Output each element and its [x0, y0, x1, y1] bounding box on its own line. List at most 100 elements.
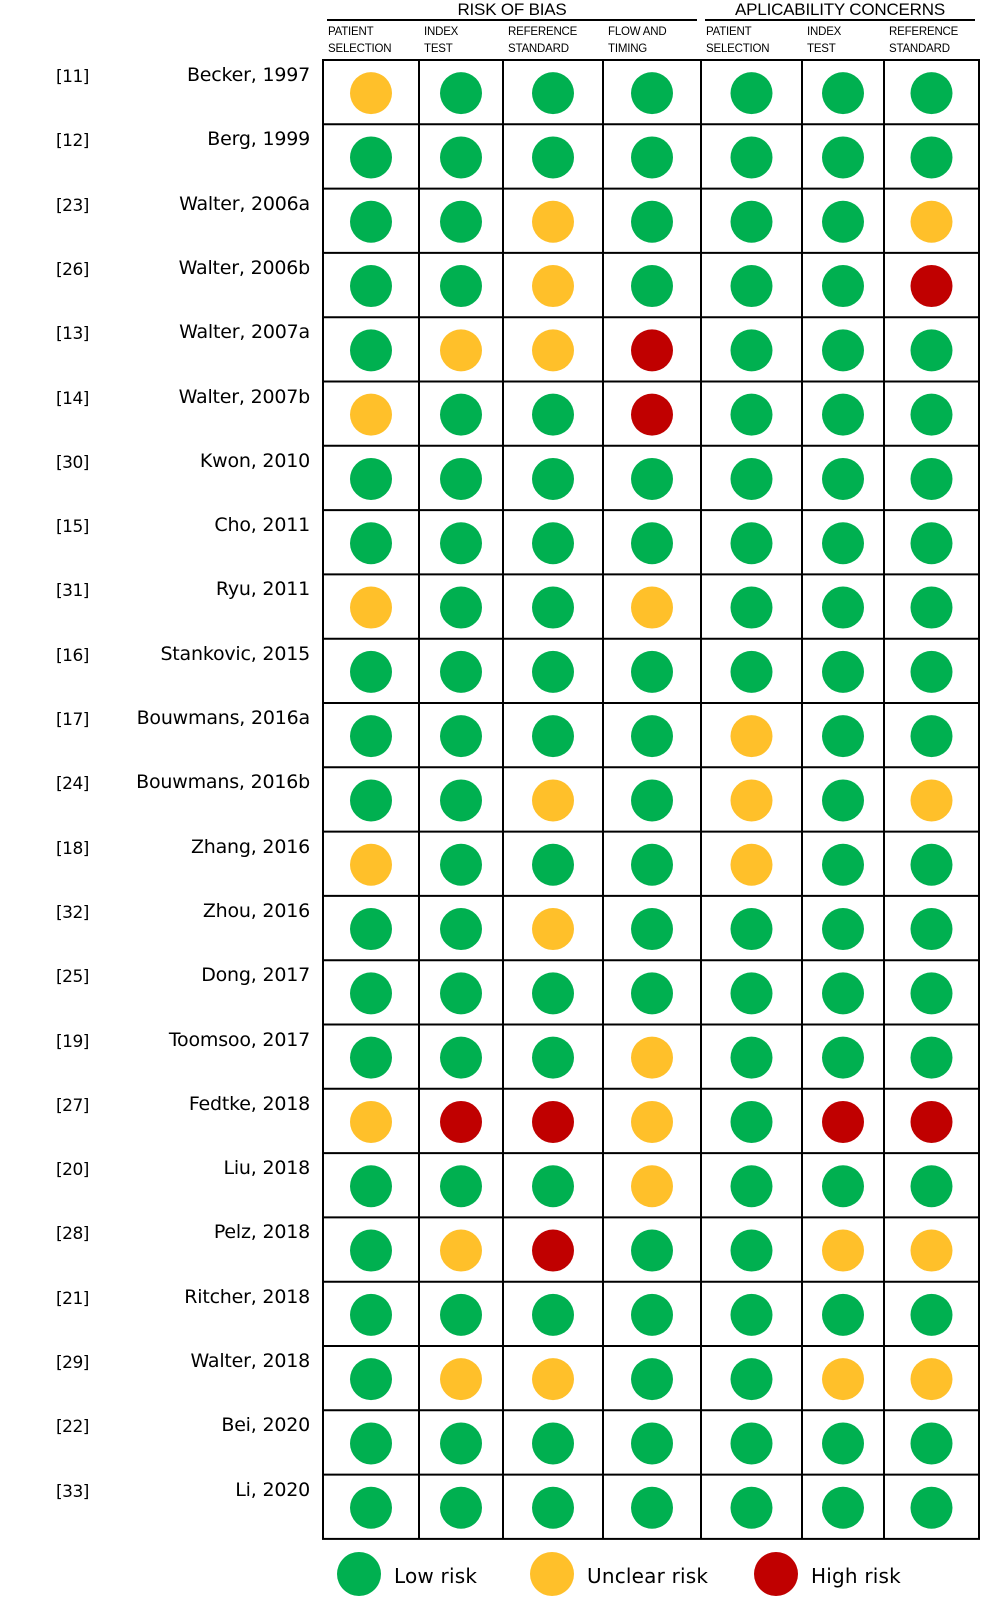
study-reference: [14]: [56, 388, 89, 409]
rating-dot-low: [350, 908, 392, 951]
rating-dot-low: [631, 522, 673, 565]
rating-dot-low: [822, 522, 864, 565]
study-reference: [12]: [56, 131, 89, 152]
rating-dot-low: [730, 1486, 773, 1529]
rating-dot-low: [730, 200, 773, 243]
rating-dot-low: [350, 715, 392, 758]
rating-dot-unclear: [350, 843, 392, 886]
rating-dot-low: [910, 715, 953, 758]
column-header-line2: TEST: [807, 43, 836, 55]
rating-dot-high: [532, 1100, 574, 1143]
rating-dot-low: [631, 843, 673, 886]
rating-dot-unclear: [440, 1358, 482, 1401]
rating-dot-low: [440, 265, 482, 308]
rating-dot-unclear: [910, 1358, 953, 1401]
rating-dot-low: [822, 72, 864, 115]
rating-dot-low: [631, 972, 673, 1015]
study-name: Walter, 2006b: [178, 256, 311, 279]
study-reference: [27]: [56, 1095, 89, 1116]
study-name: Walter, 2006a: [179, 192, 310, 215]
rating-dot-low: [730, 1229, 773, 1272]
rating-dot-low: [822, 843, 864, 886]
rating-dot-low: [532, 393, 574, 436]
rating-dot-low: [440, 972, 482, 1015]
column-header-line1: REFERENCE: [508, 26, 578, 38]
rating-dot-low: [532, 1165, 574, 1208]
group-title-1: APLICABILITY CONCERNS: [735, 0, 945, 19]
rating-dot-low: [730, 457, 773, 500]
rating-dot-low: [822, 136, 864, 179]
rating-dot-low: [350, 200, 392, 243]
rating-dot-low: [822, 650, 864, 693]
study-name: Ryu, 2011: [215, 578, 310, 601]
rating-dot-unclear: [631, 1036, 673, 1079]
column-header-line1: FLOW AND: [608, 26, 667, 38]
rating-dot-low: [631, 1422, 673, 1465]
rating-dot-high: [631, 329, 673, 372]
rating-dot-low: [440, 586, 482, 629]
rating-dot-unclear: [631, 1165, 673, 1208]
study-reference: [19]: [56, 1031, 89, 1052]
rating-dot-low: [631, 457, 673, 500]
group-underline-0: [327, 19, 697, 21]
study-reference: [31]: [56, 581, 89, 602]
legend-dot-unclear: [530, 1552, 574, 1596]
rating-dot-low: [822, 1293, 864, 1336]
rating-dot-unclear: [631, 1100, 673, 1143]
rating-dot-low: [730, 1100, 773, 1143]
study-name: Walter, 2018: [190, 1350, 311, 1372]
study-reference: [21]: [56, 1288, 89, 1309]
rating-dot-low: [730, 72, 773, 115]
column-header-line2: TEST: [424, 43, 453, 55]
legend-label-unclear: Unclear risk: [587, 1564, 709, 1588]
rating-dot-low: [440, 136, 482, 179]
column-header-line1: PATIENT: [706, 26, 752, 38]
rating-dot-low: [631, 1358, 673, 1401]
rating-dot-low: [910, 329, 953, 372]
rating-dot-low: [730, 1358, 773, 1401]
rating-dot-low: [440, 72, 482, 115]
study-name: Zhou, 2016: [202, 899, 310, 922]
rating-dot-low: [440, 715, 482, 758]
study-reference: [22]: [56, 1417, 89, 1438]
rating-dot-low: [730, 522, 773, 565]
rating-dot-low: [532, 522, 574, 565]
rating-dot-low: [532, 1422, 574, 1465]
study-reference: [17]: [56, 710, 89, 730]
study-reference: [25]: [56, 967, 89, 988]
column-header-line1: INDEX: [424, 26, 459, 38]
rating-dot-unclear: [532, 200, 574, 243]
rating-dot-low: [822, 265, 864, 308]
rating-dot-high: [440, 1100, 482, 1143]
study-name: Toomsoo, 2017: [168, 1028, 310, 1051]
column-header-line1: PATIENT: [328, 26, 374, 38]
rating-dot-low: [631, 1229, 673, 1272]
rating-dot-low: [910, 1422, 953, 1465]
rating-dot-low: [350, 1165, 392, 1208]
rating-dot-low: [350, 265, 392, 308]
rating-dot-low: [350, 779, 392, 822]
rating-dot-low: [910, 650, 953, 693]
study-reference: [13]: [56, 324, 89, 345]
rating-dot-low: [730, 265, 773, 308]
rating-dot-low: [532, 843, 574, 886]
rating-dot-unclear: [532, 779, 574, 822]
study-reference: [28]: [56, 1224, 89, 1245]
study-reference: [11]: [56, 67, 89, 87]
study-name: Kwon, 2010: [199, 449, 310, 472]
rating-dot-low: [440, 522, 482, 565]
rating-dot-low: [350, 1293, 392, 1336]
rating-dot-unclear: [631, 586, 673, 629]
rating-dot-low: [440, 1165, 482, 1208]
rating-dot-low: [822, 586, 864, 629]
rating-dot-low: [730, 1165, 773, 1208]
rating-dot-low: [440, 1486, 482, 1529]
rating-dot-low: [822, 1422, 864, 1465]
rating-dot-unclear: [822, 1229, 864, 1272]
rating-dot-unclear: [532, 908, 574, 951]
rating-dot-low: [910, 972, 953, 1015]
rating-dot-low: [532, 715, 574, 758]
rating-dot-unclear: [532, 329, 574, 372]
